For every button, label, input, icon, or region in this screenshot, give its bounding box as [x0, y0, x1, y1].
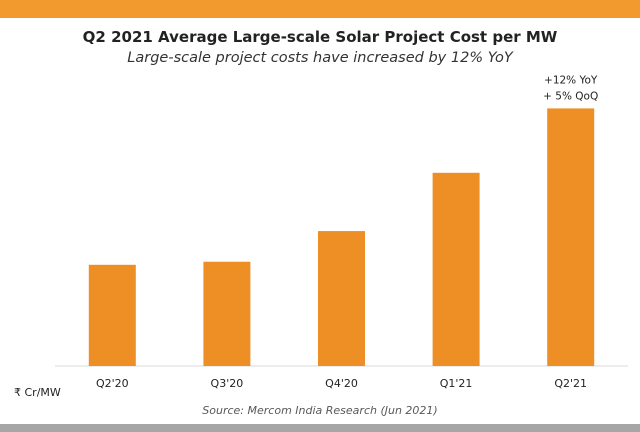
bar-q3-20 [203, 261, 251, 366]
bar-q2-21 [547, 108, 595, 367]
x-tick-label: Q3'20 [211, 377, 244, 390]
x-tick-label: Q2'20 [96, 377, 129, 390]
chart-subtitle: Large-scale project costs have increased… [127, 50, 513, 66]
bottom-accent-band [0, 424, 640, 432]
bar-annotation: +12% YoY [544, 74, 598, 86]
chart-title: Q2 2021 Average Large-scale Solar Projec… [82, 28, 558, 46]
x-tick-label: Q2'21 [554, 377, 587, 390]
bar-annotation: + 5% QoQ [543, 90, 598, 102]
bar-q2-20 [88, 264, 136, 366]
bar-q4-20 [318, 231, 365, 366]
x-tick-label: Q4'20 [325, 377, 358, 390]
unit-label: ₹ Cr/MW [14, 386, 61, 399]
top-accent-band [0, 0, 640, 18]
source-note: Source: Mercom India Research (Jun 2021) [202, 404, 438, 417]
x-tick-label: Q1'21 [440, 377, 473, 390]
bar-q1-21 [432, 172, 480, 366]
